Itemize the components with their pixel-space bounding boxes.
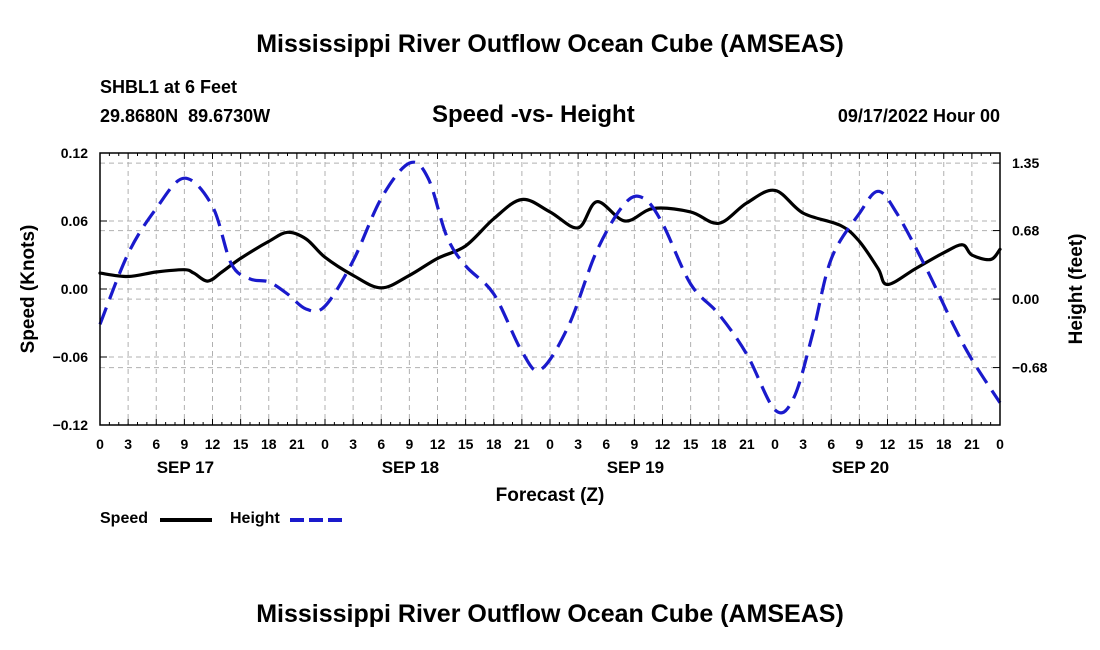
x-tick-label: 0 <box>96 436 104 452</box>
x-tick-label: 12 <box>655 436 671 452</box>
date-label: SEP 18 <box>382 458 439 477</box>
legend-height-label: Height <box>230 510 280 527</box>
x-tick-label: 0 <box>771 436 779 452</box>
footer-title: Mississippi River Outflow Ocean Cube (AM… <box>256 600 844 628</box>
station-label: SHBL1 at 6 Feet <box>100 77 238 97</box>
y2-axis-title: Height (feet) <box>1066 234 1087 345</box>
x-tick-label: 21 <box>739 436 755 452</box>
y-tick-label: −0.06 <box>53 349 89 365</box>
y2-tick-label: −0.68 <box>1012 360 1048 376</box>
grid-lines <box>100 153 1000 425</box>
axis-labels: 0 3 6 9 12 15 18 21 0 3 6 9 12 15 18 21 0 3 6 9 12 15 18 21 0 3 6 9… <box>18 145 1087 506</box>
y-tick-label: 0.06 <box>61 213 88 229</box>
date-label: SEP 17 <box>157 458 214 477</box>
x-tick-label: 6 <box>377 436 385 452</box>
date-label: SEP 19 <box>607 458 664 477</box>
x-tick-label: 12 <box>205 436 221 452</box>
x-tick-label: 15 <box>233 436 249 452</box>
speed-height-chart: 0 3 6 9 12 15 18 21 0 3 6 9 12 15 18 21 0 3 6 9 12 15 18 21 0 3 6 9… <box>18 145 1087 506</box>
x-tick-label: 0 <box>546 436 554 452</box>
x-tick-label: 9 <box>855 436 863 452</box>
run-time-label: 09/17/2022 Hour 00 <box>837 106 1000 126</box>
x-tick-label: 0 <box>996 436 1004 452</box>
x-tick-label: 21 <box>289 436 305 452</box>
axis-ticks <box>99 152 1001 426</box>
legend-speed-swatch <box>160 518 212 522</box>
x-tick-label: 21 <box>514 436 530 452</box>
plot-title: Speed -vs- Height <box>432 101 635 128</box>
x-tick-label: 9 <box>630 436 638 452</box>
x-tick-label: 12 <box>430 436 446 452</box>
x-tick-label: 3 <box>574 436 582 452</box>
main-title: Mississippi River Outflow Ocean Cube (AM… <box>256 30 844 58</box>
x-tick-label: 15 <box>908 436 924 452</box>
x-tick-label: 6 <box>152 436 160 452</box>
speed-series-line <box>98 188 1002 290</box>
x-tick-label: 3 <box>799 436 807 452</box>
x-tick-label: 18 <box>936 436 952 452</box>
x-tick-label: 15 <box>458 436 474 452</box>
x-axis-title: Forecast (Z) <box>496 485 605 506</box>
legend-height-swatch <box>290 518 342 522</box>
x-tick-label: 0 <box>321 436 329 452</box>
y2-tick-label: 0.00 <box>1012 291 1039 307</box>
y-tick-label: −0.12 <box>53 417 89 433</box>
y-axis-title: Speed (Knots) <box>18 225 39 354</box>
x-tick-label: 9 <box>405 436 413 452</box>
x-tick-label: 18 <box>486 436 502 452</box>
x-tick-label: 18 <box>261 436 277 452</box>
x-tick-label: 6 <box>827 436 835 452</box>
x-tick-label: 3 <box>349 436 357 452</box>
x-tick-label: 9 <box>180 436 188 452</box>
x-tick-label: 3 <box>124 436 132 452</box>
y2-tick-label: 0.68 <box>1012 223 1039 239</box>
x-tick-label: 6 <box>602 436 610 452</box>
x-tick-label: 21 <box>964 436 980 452</box>
legend-speed-label: Speed <box>100 510 149 527</box>
x-tick-label: 18 <box>711 436 727 452</box>
y-tick-label: 0.00 <box>61 281 88 297</box>
height-series-line <box>98 160 1002 415</box>
y-tick-label: 0.12 <box>61 145 88 161</box>
y2-tick-label: 1.35 <box>1012 155 1039 171</box>
series-lines <box>98 160 1002 415</box>
x-tick-label: 15 <box>683 436 699 452</box>
x-tick-label: 12 <box>880 436 896 452</box>
date-label: SEP 20 <box>832 458 889 477</box>
coordinates-label: 29.8680N 89.6730W <box>100 106 271 126</box>
